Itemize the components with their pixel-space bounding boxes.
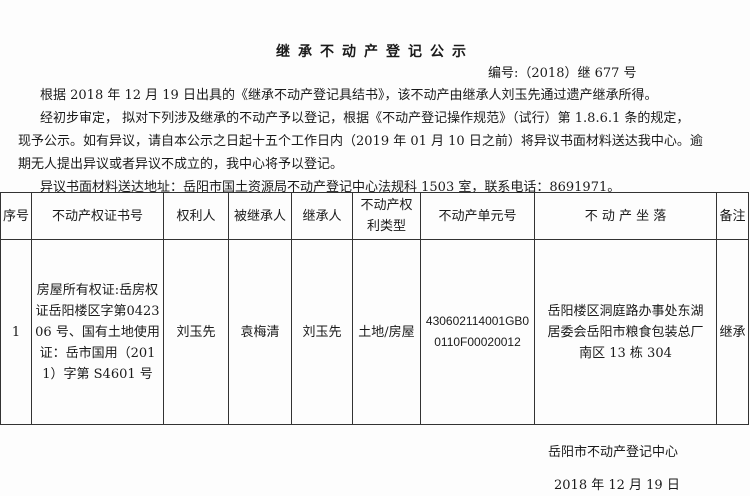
header-location: 不 动 产 坐 落 — [534, 192, 717, 240]
header-index: 序号 — [0, 192, 32, 240]
issuing-organization: 岳阳市不动产登记中心 — [548, 445, 679, 460]
cell-owner: 刘玉先 — [163, 239, 229, 425]
cell-location: 岳阳楼区洞庭路办事处东湖居委会岳阳市粮食包装总厂南区 13 栋 304 — [534, 239, 717, 425]
header-certificate: 不动产权证书号 — [31, 192, 164, 240]
document-number: 编号:（2018）继 677 号 — [488, 66, 637, 81]
cell-decedent: 袁梅清 — [228, 239, 292, 425]
table-row: 1 房屋所有权证:岳房权证岳阳楼区字第042306 号、国有土地使用证：岳市国用… — [0, 239, 749, 425]
paragraph: 根据 2018 年 12 月 19 日出具的《继承不动产登记具结书》，该不动产由… — [40, 88, 658, 103]
header-heir: 继承人 — [291, 192, 353, 240]
header-owner: 权利人 — [163, 192, 229, 240]
paragraph: 现予公示。如有异议，请自本公示之日起十五个工作日内（2019 年 01 月 10… — [18, 134, 703, 149]
property-table: 序号 不动产权证书号 权利人 被继承人 继承人 不动产权利类型 不动产单元号 不… — [0, 192, 749, 425]
issue-date: 2018 年 12 月 19 日 — [554, 478, 680, 493]
paragraph: 经初步审定， 拟对下列涉及继承的不动产予以登记，根据《不动产登记操作规范》（试行… — [40, 111, 690, 126]
cell-unit-number: 430602114001GB00110F00020012 — [420, 239, 535, 425]
cell-remarks: 继承 — [716, 239, 749, 425]
header-remarks: 备注 — [716, 192, 749, 240]
cell-index: 1 — [0, 239, 32, 425]
paragraph: 期无人提出异议或者异议不成立的，我中心将予以登记。 — [18, 157, 344, 172]
cell-certificate: 房屋所有权证:岳房权证岳阳楼区字第042306 号、国有土地使用证：岳市国用（2… — [31, 239, 164, 425]
header-decedent: 被继承人 — [228, 192, 292, 240]
header-right-type: 不动产权利类型 — [352, 192, 421, 240]
header-unit-number: 不动产单元号 — [420, 192, 535, 240]
cell-right-type: 土地/房屋 — [352, 239, 421, 425]
cell-heir: 刘玉先 — [291, 239, 353, 425]
paragraph: 异议书面材料送达地址：岳阳市国土资源局不动产登记中心法规科 1503 室，联系电… — [40, 180, 621, 195]
table-header: 序号 不动产权证书号 权利人 被继承人 继承人 不动产权利类型 不动产单元号 不… — [0, 192, 749, 240]
page-title: 继承不动产登记公示 — [276, 44, 474, 60]
